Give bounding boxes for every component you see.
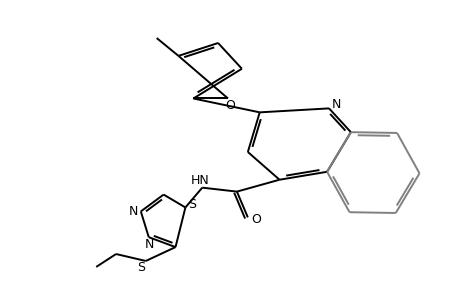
Text: HN: HN xyxy=(190,174,209,187)
Text: O: O xyxy=(250,213,260,226)
Text: O: O xyxy=(224,99,235,112)
Text: S: S xyxy=(136,261,145,274)
Text: N: N xyxy=(129,205,138,218)
Text: S: S xyxy=(188,198,196,211)
Text: N: N xyxy=(330,98,340,111)
Text: N: N xyxy=(145,238,154,250)
